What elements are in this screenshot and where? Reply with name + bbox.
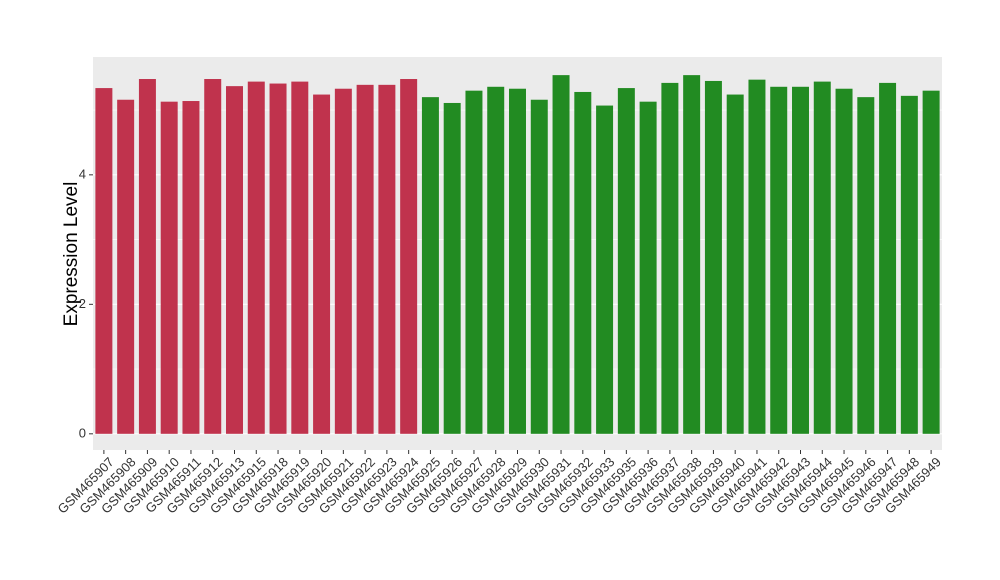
bar [857, 97, 875, 434]
bar [443, 102, 461, 434]
bar [922, 90, 940, 434]
bar [160, 101, 178, 434]
bar [704, 80, 722, 434]
bar [792, 86, 809, 434]
bar [770, 86, 788, 434]
bar [509, 88, 526, 434]
bar [138, 79, 156, 434]
bar [226, 86, 243, 434]
bar [356, 84, 374, 434]
bar [683, 75, 701, 434]
bar [596, 105, 614, 434]
y-tick-label: 0 [79, 425, 86, 440]
bar [117, 99, 135, 434]
bar [291, 81, 309, 434]
bar [900, 95, 918, 434]
bar [313, 94, 331, 434]
bar [421, 97, 439, 434]
bar [269, 83, 287, 434]
bar [204, 79, 222, 434]
bar [661, 82, 679, 434]
bar [182, 101, 200, 434]
bar [378, 84, 396, 434]
bar [465, 90, 483, 434]
bar [334, 88, 352, 434]
bar [639, 101, 657, 434]
bar [879, 82, 897, 434]
bar [95, 88, 113, 434]
y-tick-label: 4 [79, 166, 86, 181]
bar [530, 99, 548, 434]
bar [748, 79, 766, 434]
bar [400, 79, 418, 434]
bar [835, 88, 853, 434]
y-tick-label: 2 [79, 296, 86, 311]
bar [247, 81, 265, 434]
bar [617, 88, 635, 434]
bar [813, 81, 831, 434]
bar [487, 86, 505, 434]
bar [552, 75, 570, 434]
bar [726, 94, 744, 434]
bar [574, 91, 592, 434]
y-axis-label: Expression Level [61, 182, 82, 327]
